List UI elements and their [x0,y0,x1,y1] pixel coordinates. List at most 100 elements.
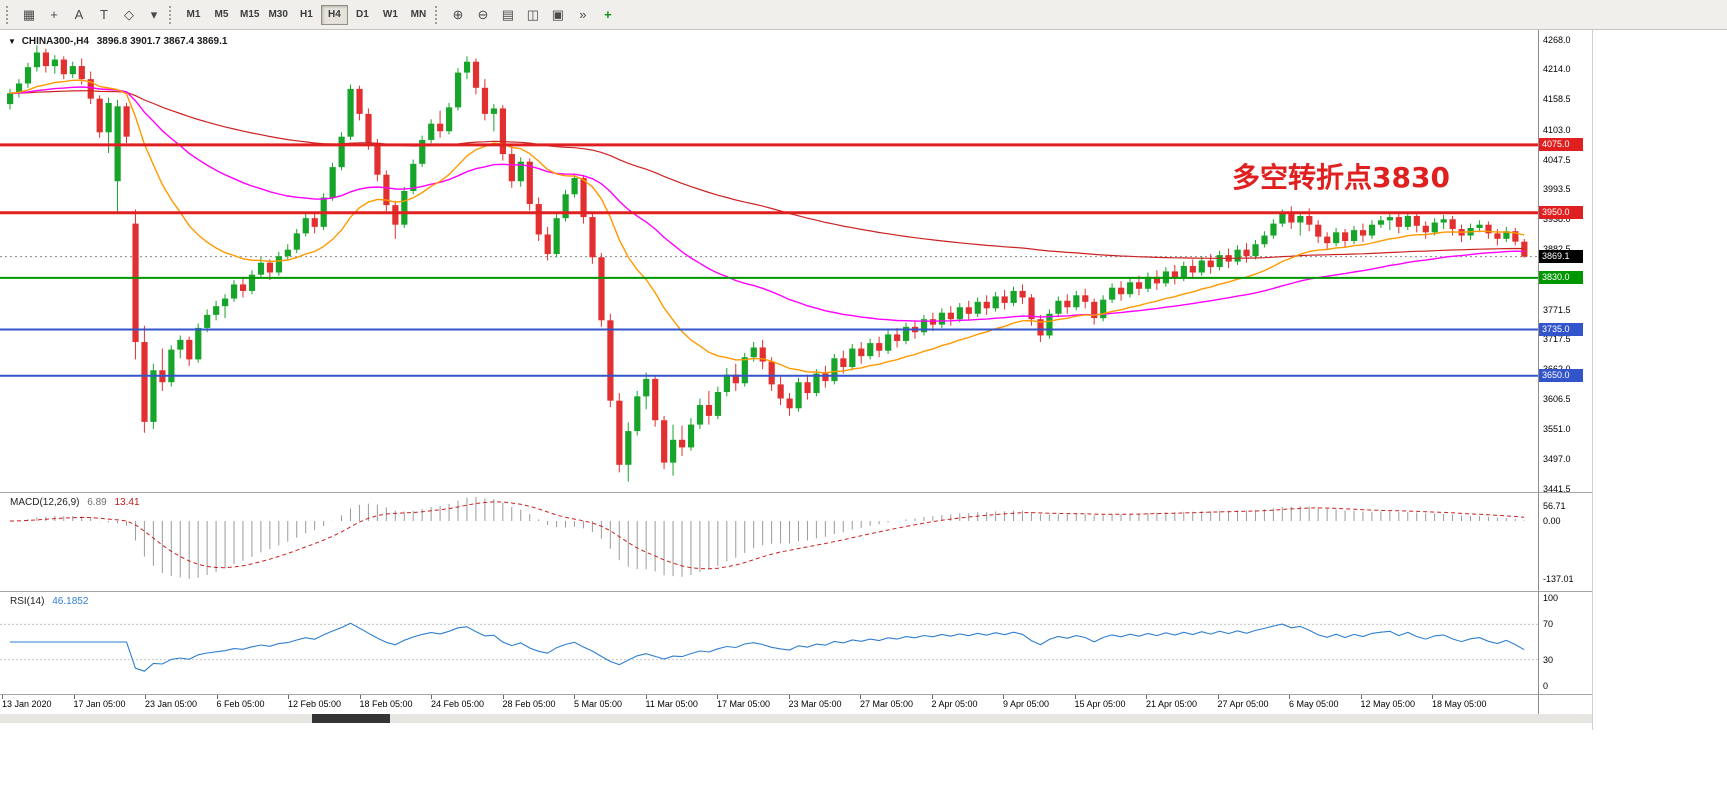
timeframe-button-d1[interactable]: D1 [349,5,376,25]
time-axis-tick [2,695,3,699]
ma-mid-magenta [9,86,1525,322]
panel-separator[interactable] [0,591,1592,592]
macd-axis-label: 56.71 [1543,501,1566,511]
shapes-icon: ◇ [124,6,134,22]
chart-window: ▼ CHINA300-,H4 3896.8 3901.7 3867.4 3869… [0,30,1593,730]
timeframe-button-mn[interactable]: MN [405,5,432,25]
time-axis-tick [574,695,575,699]
macd-axis-label: 0.00 [1543,516,1561,526]
time-axis-label: 23 Mar 05:00 [788,699,842,709]
horizontal-scrollbar-thumb[interactable] [312,714,390,723]
timeframe-button-h4[interactable]: H4 [320,4,348,25]
rsi-axis-label: 0 [1543,681,1549,691]
time-axis-label: 24 Feb 05:00 [431,699,485,709]
timeframe-button-m1[interactable]: M1 [180,5,207,25]
timeframe-button-m30[interactable]: M30 [264,5,291,25]
timeframe-button-m5[interactable]: M5 [208,5,235,25]
toolbar-grip[interactable] [169,5,174,24]
price-axis-label: 4214.0 [1543,64,1571,75]
price-badge-3950.0: 3950.0 [1539,205,1583,219]
price-axis[interactable]: 4268.0 4214.0 4158.5 4103.0 4047.5 3993.5 3938… [1539,30,1592,714]
zoom-in-icon: ⊕ [452,6,464,22]
time-axis-tick [788,695,790,699]
time-axis-tick [145,695,146,699]
symbol-title: CHINA300-,H4 [21,36,89,47]
time-axis-label: 17 Jan 05:00 [73,699,126,709]
time-axis-label: 18 May 05:00 [1432,699,1487,709]
time-axis-label: 12 May 05:00 [1360,699,1416,709]
time-axis-label: 9 Apr 05:00 [1003,699,1050,709]
ma-fast-orange [9,79,1525,374]
text-label-button[interactable]: A [67,4,91,26]
arrange-windows-button[interactable]: ▣ [546,4,570,26]
crosshair-icon: + [50,7,58,22]
charts-menu-icon: ▦ [22,6,36,22]
price-axis-label: 3497.0 [1543,453,1571,464]
price-badge-3869.1: 3869.1 [1539,249,1583,263]
macd-indicator-header: MACD(12,26,9) 6.89 13.41 [10,497,140,508]
macd-signal-line [9,501,1525,570]
macd-panel-canvas[interactable] [0,493,1538,591]
time-axis-label: 13 Jan 2020 [2,699,52,709]
time-axis-label: 18 Feb 05:00 [359,699,413,709]
zoom-in-button[interactable]: ⊕ [446,4,470,26]
time-axis-tick [1146,695,1147,699]
time-axis-tick [645,695,647,699]
shapes-dropdown-button[interactable]: ▾ [142,4,166,26]
price-chart-canvas[interactable] [0,30,1538,492]
rsi-value: 46.1852 [52,596,89,607]
timeframe-button-w1[interactable]: W1 [377,5,404,25]
crosshair-button[interactable]: + [42,4,66,26]
time-axis-tick [1003,695,1004,699]
timeframe-button-h1[interactable]: H1 [293,5,320,25]
text-tool-icon: T [100,7,108,22]
price-badge-3830.0: 3830.0 [1539,270,1583,284]
toolbar-grip[interactable] [6,5,11,24]
candlestick-series [7,45,1528,482]
time-axis-tick [359,695,361,699]
price-axis-label: 3551.0 [1543,424,1571,435]
time-axis-label: 12 Feb 05:00 [288,699,342,709]
cascade-windows-button[interactable]: ◫ [521,4,545,26]
charts-menu-button[interactable]: ▦ [17,4,41,26]
price-axis-label: 3882.5 [1543,244,1571,254]
time-axis-label: 27 Apr 05:00 [1217,699,1269,709]
time-axis-tick [216,695,218,699]
rsi-axis-label: 100 [1543,593,1559,603]
time-axis-tick [288,695,289,699]
text-tool-button[interactable]: T [92,4,116,26]
rsi-axis-label: 30 [1543,655,1554,665]
symbol-header: ▼ CHINA300-,H4 3896.8 3901.7 3867.4 3869… [8,36,227,47]
time-axis-tick [1217,695,1219,699]
time-axis-tick [1432,695,1433,699]
time-axis-label: 28 Feb 05:00 [502,699,556,709]
price-axis-label: 4158.5 [1543,94,1571,105]
panel-separator[interactable] [0,492,1592,493]
cascade-windows-icon: ◫ [526,6,540,22]
horizontal-scrollbar[interactable] [0,714,1592,723]
chart-dropdown-icon[interactable]: ▼ [8,37,16,46]
tile-windows-button[interactable]: ▤ [496,4,520,26]
price-axis-label: 3771.5 [1543,304,1571,315]
rsi-panel-canvas[interactable] [0,592,1538,694]
ma-slow-red [9,90,1525,259]
time-axis-label: 11 Mar 05:00 [645,699,698,709]
timeframes-toolbar: M1 M5 M15 M30 H1 H4 D1 W1 MN [180,4,432,25]
timeframe-button-m15[interactable]: M15 [236,5,263,25]
tile-windows-icon: ▤ [501,6,515,22]
time-axis-tick [502,695,504,699]
time-axis[interactable]: 13 Jan 2020 17 Jan 05:00 23 Jan 05:00 6 Feb… [0,695,1538,713]
price-axis-label: 3441.5 [1543,483,1571,494]
auto-scroll-button[interactable]: » [571,4,595,26]
price-axis-label: 4103.0 [1543,124,1571,135]
price-badge-3650.0: 3650.0 [1539,368,1583,382]
indicators-add-button[interactable]: + [596,4,620,26]
chart-annotation[interactable]: 多空转折点3830 [1232,161,1450,194]
time-axis-tick [431,695,432,699]
time-axis-tick [1360,695,1362,699]
toolbar-grip[interactable] [434,5,440,24]
zoom-out-button[interactable]: ⊖ [471,4,495,26]
price-axis-label: 3993.5 [1543,184,1571,195]
shapes-button[interactable]: ◇ [117,4,141,26]
time-axis-tick [1074,695,1076,699]
